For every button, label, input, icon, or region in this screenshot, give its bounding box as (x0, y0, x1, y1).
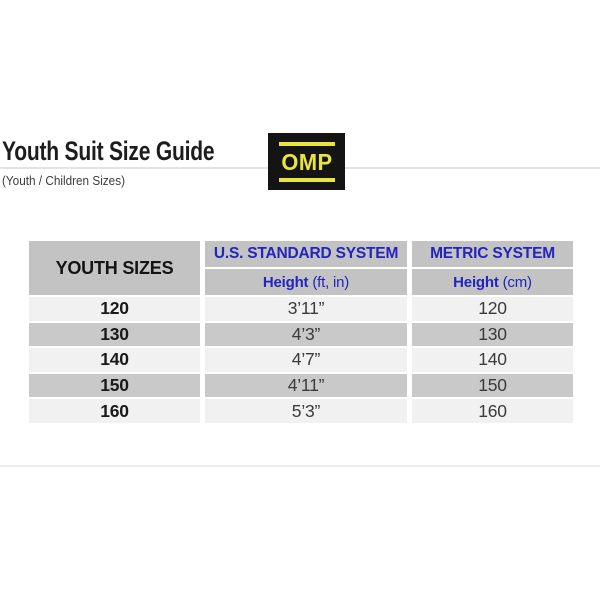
logo-bottom-bar-icon (278, 178, 335, 182)
table-cell-height-cm: 120 (412, 297, 573, 321)
height-label: Height (453, 273, 499, 291)
table-cell-height-ft-in: 4’3” (205, 322, 407, 347)
table-cell-size: 120 (29, 297, 200, 321)
omp-logo-text: OMP (280, 148, 333, 175)
table-cell-height-ft-in: 3’11” (205, 297, 407, 321)
page-title: Youth Suit Size Guide (2, 136, 215, 166)
logo-top-bar-icon (278, 142, 335, 146)
table-cell-height-ft-in: 4’7” (205, 348, 407, 372)
bottom-section-divider (0, 465, 600, 467)
table-cell-size: 130 (29, 322, 200, 347)
table-cell-height-cm: 130 (412, 322, 573, 347)
page-subtitle: (Youth / Children Sizes) (2, 174, 126, 188)
height-unit-ft-in: (ft, in) (312, 273, 350, 291)
table-cell-size: 150 (29, 373, 200, 398)
subheader-height-cm: Height (cm) (412, 269, 573, 295)
table-cell-height-cm: 160 (412, 399, 573, 423)
omp-logo: OMP (268, 133, 345, 190)
table-cell-size: 160 (29, 399, 200, 423)
table-cell-height-ft-in: 5’3” (205, 399, 407, 423)
height-unit-cm: (cm) (502, 273, 532, 291)
column-header-us-system: U.S. STANDARD SYSTEM (205, 241, 407, 267)
height-label: Height (262, 273, 309, 291)
table-cell-size: 140 (29, 348, 200, 372)
table-cell-height-cm: 140 (412, 348, 573, 372)
column-header-metric-system: METRIC SYSTEM (412, 241, 573, 267)
table-cell-height-cm: 150 (412, 373, 573, 398)
table-cell-height-ft-in: 4’11” (205, 373, 407, 398)
size-guide-table: YOUTH SIZES U.S. STANDARD SYSTEM METRIC … (29, 241, 573, 423)
column-header-youth-sizes: YOUTH SIZES (29, 241, 200, 295)
subheader-height-ft-in: Height (ft, in) (205, 269, 407, 295)
